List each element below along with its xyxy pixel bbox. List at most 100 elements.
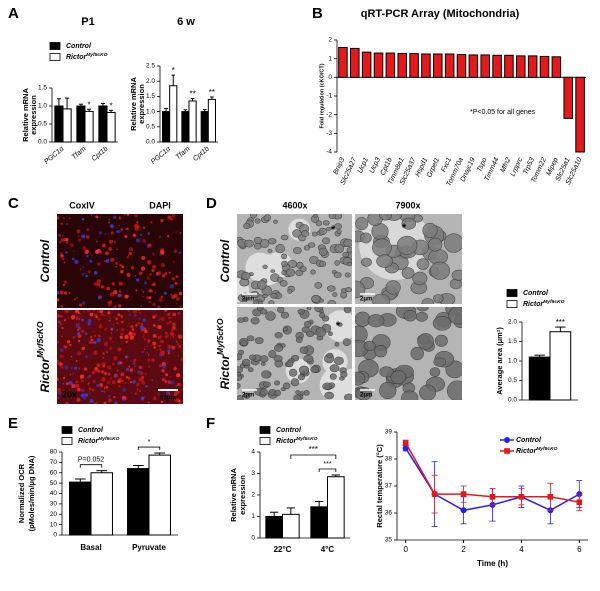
stain-dot	[171, 328, 175, 331]
column-label: 7900x	[395, 200, 420, 210]
stain-dot	[159, 339, 164, 344]
mitochondrion	[313, 214, 318, 218]
stain-dot	[83, 397, 86, 400]
stain-dot	[158, 235, 162, 238]
mitochondrion	[273, 219, 278, 224]
stain-dot	[106, 286, 110, 291]
chart-title: qRT-PCR Array (Mitochondria)	[361, 8, 520, 20]
stain-dot	[95, 215, 99, 219]
stain-dot	[108, 239, 114, 244]
stain-dot	[139, 233, 143, 236]
error-bar	[270, 511, 279, 517]
mitochondrion	[329, 364, 340, 373]
stain-dot	[141, 375, 144, 379]
point	[431, 491, 438, 497]
stain-dot	[126, 255, 130, 259]
bar	[282, 513, 300, 539]
bar	[127, 468, 150, 536]
stain-dot	[74, 310, 79, 313]
error-bar	[534, 354, 545, 358]
mitochondrion	[279, 280, 288, 287]
stain-dot	[174, 390, 178, 395]
stain-dot	[57, 396, 60, 400]
stain-dot	[107, 365, 112, 370]
bar	[148, 454, 171, 536]
stain-dot	[131, 328, 135, 331]
stain-dot	[60, 254, 64, 258]
mitochondrion	[346, 247, 352, 254]
mitochondrion	[287, 289, 293, 294]
stain-dot	[160, 400, 164, 404]
stain-dot	[96, 384, 100, 388]
mitochondrion	[267, 248, 273, 253]
superscript: Myf5cKO	[35, 321, 45, 358]
stain-dot	[81, 301, 86, 305]
stain-dot	[113, 374, 117, 377]
stain-dot	[97, 295, 102, 300]
stain-dot	[78, 238, 82, 242]
significance: ***	[309, 445, 318, 454]
stain-dot	[76, 331, 81, 335]
stain-dot	[179, 305, 183, 308]
superscript: Myf5cKO	[215, 318, 225, 355]
stain-dot	[109, 377, 113, 380]
stain-dot	[166, 234, 170, 238]
y-tick-label: 0.5	[38, 121, 47, 128]
panel-label: C	[8, 195, 19, 212]
stain-dot	[88, 341, 92, 344]
stain-dot	[111, 380, 116, 385]
mitochondrion	[274, 332, 283, 339]
bar	[421, 53, 431, 78]
stain-dot	[140, 305, 143, 308]
mitochondrion	[241, 358, 251, 367]
stain-dot	[85, 274, 88, 278]
y-axis-label: expression	[137, 84, 146, 124]
mitochondrion	[432, 316, 452, 331]
stain-dot	[153, 314, 158, 318]
stain-dot	[60, 222, 63, 225]
error-bar	[132, 464, 144, 469]
stain-dot	[176, 297, 180, 301]
stain-dot	[77, 387, 81, 392]
mitochondrion	[301, 326, 310, 333]
scale-label: 2μm	[242, 393, 254, 399]
y-tick-label: 0.0	[508, 397, 517, 404]
mitochondrion	[237, 374, 243, 381]
stain-dot	[162, 396, 166, 400]
stain-dot	[99, 310, 104, 314]
stain-dot	[112, 215, 117, 219]
stain-dot	[118, 304, 122, 308]
stain-dot	[83, 272, 86, 275]
stain-dot	[69, 373, 72, 376]
mitochondrion	[253, 236, 263, 244]
stain-dot	[161, 364, 167, 369]
stain-dot	[81, 346, 85, 351]
bar	[62, 108, 72, 143]
bar	[310, 506, 329, 539]
error-bar	[171, 74, 176, 86]
stain-dot	[147, 354, 150, 356]
stain-dot	[146, 295, 150, 300]
stain-dot	[75, 383, 80, 388]
stain-dot	[63, 280, 67, 284]
stain-dot	[129, 331, 132, 334]
y-tick-label: 80	[50, 449, 58, 456]
stain-dot	[98, 231, 103, 235]
stain-dot	[147, 401, 150, 404]
stain-dot	[137, 310, 140, 312]
stain-dot	[101, 389, 104, 393]
mitochondrion	[326, 226, 332, 231]
mitochondrion	[243, 239, 255, 248]
stain-dot	[167, 215, 172, 220]
stain-dot	[95, 401, 98, 404]
stain-dot	[156, 381, 159, 383]
stain-dot	[57, 371, 58, 373]
stain-dot	[138, 377, 143, 382]
stain-dot	[152, 264, 156, 269]
stain-dot	[115, 261, 119, 265]
mitochondrion	[262, 264, 268, 269]
stain-dot	[111, 282, 115, 286]
mitochondrion	[448, 307, 462, 325]
magnification: 20x	[62, 389, 77, 399]
legend-swatch	[61, 437, 73, 445]
